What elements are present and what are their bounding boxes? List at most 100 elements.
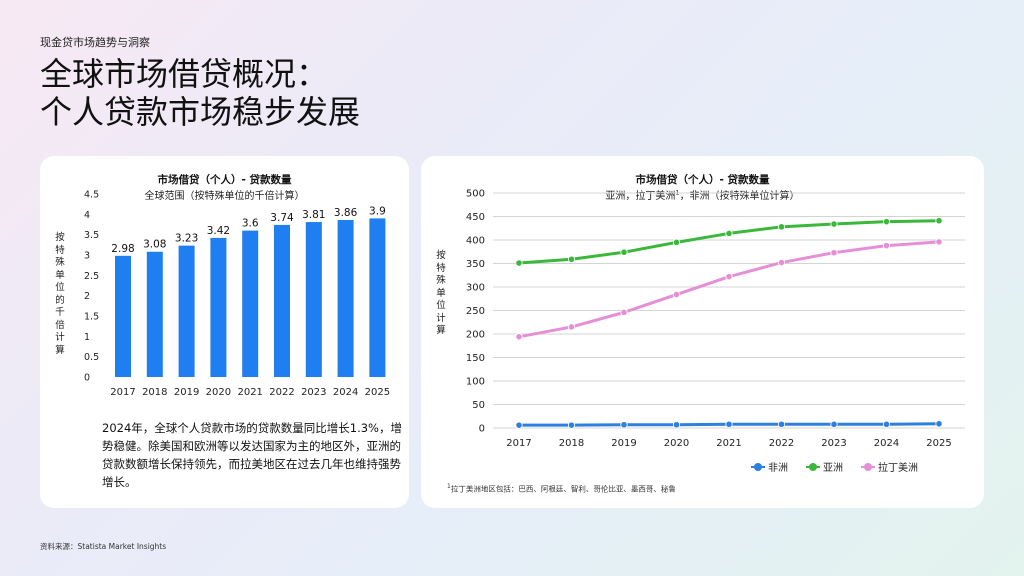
bar-value-label: 3.74 <box>270 212 294 224</box>
bar-x-tick-label: 2025 <box>365 387 390 398</box>
bar-x-tick-label: 2023 <box>301 387 326 398</box>
bar-chart-y-axis-label: 按特殊单位的千倍计算 <box>55 232 65 356</box>
bar-2022 <box>274 224 290 377</box>
line-x-tick-label: 2017 <box>506 438 531 449</box>
line-point-1 <box>515 259 523 267</box>
line-y-tick-label: 150 <box>466 353 485 364</box>
bar-chart: 0 0.5 1 1.5 2 2.5 3 3.5 4 4.5 2.98 2017 3.08 2018 3.23… <box>84 190 390 399</box>
market-description: 2024年，全球个人贷款市场的贷款数量同比增长1.3%，增势稳健。除美国和欧洲等… <box>102 421 402 489</box>
line-series-2 <box>518 240 940 339</box>
bar-value-label: 3.86 <box>334 207 358 219</box>
eyebrow-text: 现金贷市场趋势与洞察 <box>40 36 150 49</box>
legend-label-africa: 非洲 <box>768 463 788 474</box>
bar-2021 <box>242 230 259 377</box>
line-point-1 <box>935 217 943 225</box>
line-y-tick-label: 500 <box>466 189 485 200</box>
legend-swatch-latin-america <box>861 462 875 472</box>
bar-2024 <box>337 220 354 377</box>
line-point-1 <box>777 223 786 231</box>
bar-y-tick-label: 3.5 <box>84 230 99 241</box>
line-y-tick-label: 100 <box>466 377 485 388</box>
footnote-mark: 1 <box>447 483 451 490</box>
line-point-0 <box>620 421 628 429</box>
line-point-0 <box>725 420 733 428</box>
bar-value-label: 2.98 <box>111 243 134 255</box>
line-y-tick-label: 300 <box>466 283 485 294</box>
bar-x-tick-label: 2017 <box>110 387 135 398</box>
line-y-tick-label: 350 <box>466 259 485 270</box>
page-title: 全球市场借贷概况： 个人贷款市场稳步发展 <box>40 55 360 131</box>
line-series-1 <box>518 219 940 265</box>
line-chart: 0 50 100 150 200 250 300 350 400 450 500 2017 2018 20… <box>466 189 965 449</box>
bar-2019 <box>178 245 195 377</box>
bar-y-tick-label: 4.5 <box>84 190 99 201</box>
legend-item-africa[interactable]: 非洲 <box>751 459 788 474</box>
line-chart-y-axis-label: 按特殊单位计算 <box>436 250 446 336</box>
page-title-line1: 全球市场借贷概况： <box>40 55 329 93</box>
legend-item-latin-america[interactable]: 拉丁美洲 <box>861 459 918 474</box>
line-point-2 <box>830 249 838 257</box>
bar-y-tick-label: 2 <box>84 291 90 302</box>
bar-2025 <box>369 218 386 377</box>
legend-item-asia[interactable]: 亚洲 <box>806 459 843 474</box>
line-point-2 <box>935 238 943 246</box>
line-y-tick-label: 250 <box>466 306 485 317</box>
line-point-2 <box>882 242 891 250</box>
bar-y-tick-label: 0.5 <box>84 352 99 363</box>
line-y-tick-label: 200 <box>466 330 485 341</box>
line-y-tick-label: 450 <box>466 212 485 223</box>
legend-label-asia: 亚洲 <box>823 463 843 474</box>
line-x-tick-label: 2022 <box>769 438 794 449</box>
bar-x-tick-label: 2019 <box>174 387 199 398</box>
line-point-1 <box>620 248 628 256</box>
line-point-1 <box>567 255 576 263</box>
line-point-1 <box>830 220 838 228</box>
global-loans-card: 市场借贷（个人）- 贷款数量 全球范围（按特殊单位的千倍计算） 按特殊单位的千倍… <box>40 156 409 508</box>
line-x-tick-label: 2021 <box>716 438 741 449</box>
page-title-line2: 个人贷款市场稳步发展 <box>40 93 361 131</box>
line-point-2 <box>567 323 576 331</box>
line-point-2 <box>777 258 786 267</box>
line-chart-subtitle-prefix: 亚洲，拉丁美洲 <box>605 191 676 202</box>
line-point-2 <box>620 308 628 316</box>
bar-x-tick-label: 2024 <box>333 387 358 398</box>
footnote-text: 拉丁美洲地区包括：巴西、阿根廷、智利、哥伦比亚、墨西哥、秘鲁 <box>450 484 676 494</box>
bar-chart-subtitle: 全球范围（按特殊单位的千倍计算） <box>144 191 305 202</box>
bar-y-tick-label: 4 <box>84 210 90 221</box>
bar-value-label: 3.42 <box>207 225 230 237</box>
bar-y-tick-label: 3 <box>84 251 90 262</box>
footnote: 1拉丁美洲地区包括：巴西、阿根廷、智利、哥伦比亚、墨西哥、秘鲁 <box>447 483 676 495</box>
bar-2023 <box>305 222 322 377</box>
line-point-0 <box>935 420 943 428</box>
bar-chart-title: 市场借贷（个人）- 贷款数量 <box>157 174 292 186</box>
bar-x-tick-label: 2022 <box>269 387 294 398</box>
bar-2020 <box>210 237 227 377</box>
line-point-0 <box>515 421 523 429</box>
line-point-1 <box>725 229 733 238</box>
line-chart-legend: 非洲 亚洲 拉丁美洲 <box>751 459 918 474</box>
line-x-tick-label: 2023 <box>821 438 846 449</box>
line-chart-title: 市场借贷（个人）- 贷款数量 <box>635 174 770 186</box>
bar-x-tick-label: 2020 <box>206 387 231 398</box>
line-y-tick-label: 400 <box>466 236 485 247</box>
line-point-0 <box>672 421 681 429</box>
legend-label-latin-america: 拉丁美洲 <box>878 463 918 474</box>
line-point-2 <box>725 273 733 281</box>
line-y-tick-label: 50 <box>472 400 485 411</box>
line-chart-subtitle-suffix: ，非洲（按特殊单位计算） <box>679 191 800 202</box>
bar-2017 <box>115 255 131 377</box>
line-point-2 <box>672 290 681 299</box>
bar-y-tick-label: 0 <box>84 373 90 384</box>
bar-value-label: 3.23 <box>175 233 198 245</box>
bar-y-tick-label: 1.5 <box>84 312 99 323</box>
line-point-2 <box>515 333 523 341</box>
line-point-0 <box>830 420 838 428</box>
bar-value-label: 3.9 <box>369 205 386 217</box>
line-point-1 <box>882 218 891 226</box>
regional-loans-card: 市场借贷（个人）- 贷款数量 亚洲，拉丁美洲 1 ，非洲（按特殊单位计算） 按特殊单… <box>421 156 984 508</box>
bar-y-tick-label: 2.5 <box>84 271 99 282</box>
legend-swatch-asia <box>806 462 820 472</box>
line-y-tick-label: 0 <box>479 424 485 435</box>
line-point-1 <box>672 238 681 246</box>
bar-x-tick-label: 2018 <box>142 387 167 398</box>
